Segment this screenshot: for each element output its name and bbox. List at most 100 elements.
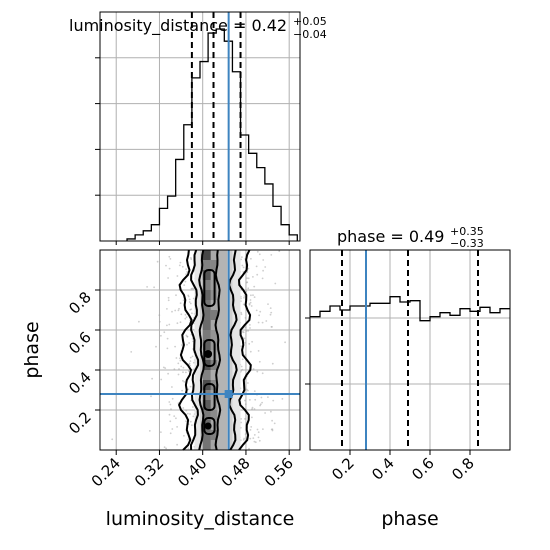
scatter-point (184, 313, 187, 316)
scatter-point (278, 250, 281, 253)
scatter-point (245, 330, 248, 332)
scatter-point (265, 320, 268, 322)
hist-bar-phase (450, 315, 460, 450)
hist-bar-phase (420, 321, 430, 450)
scatter-point (171, 310, 173, 313)
hist-bar-phase (440, 313, 450, 450)
scatter-point (160, 431, 162, 433)
title-distance-plus: +0.05 (293, 15, 327, 28)
scatter-point (247, 330, 250, 332)
scatter-point (169, 420, 172, 423)
density-cell (202, 280, 211, 290)
xtick-label-phase: 0.4 (368, 454, 398, 484)
scatter-point (167, 372, 170, 375)
hist-bar-phase (350, 306, 360, 450)
scatter-point (244, 341, 247, 344)
scatter-point (244, 399, 246, 402)
scatter-point (138, 320, 140, 323)
hist-bar-distance (216, 29, 224, 241)
ytick-label-phase: 0.4 (65, 368, 95, 398)
frame-2d-density (99, 249, 301, 451)
scatter-point (188, 362, 191, 365)
scatter-point (169, 403, 172, 406)
scatter-point (246, 388, 248, 391)
density-contour (178, 249, 193, 451)
scatter-point (262, 259, 265, 261)
xtick-label-phase: 0.2 (328, 454, 358, 484)
scatter-point (188, 298, 191, 301)
density-cell (202, 250, 211, 260)
xtick-label-distance: 0.48 (217, 454, 253, 490)
scatter-point (251, 416, 253, 419)
scatter-point (242, 303, 245, 306)
scatter-point (178, 307, 180, 310)
scatter-point (241, 368, 244, 371)
density-cell (202, 330, 211, 340)
scatter-point (252, 276, 254, 278)
scatter-point (179, 302, 182, 305)
density-contour (198, 249, 206, 451)
xtick-label-distance: 0.56 (261, 454, 297, 490)
scatter-point (168, 255, 171, 258)
scatter-point (182, 407, 185, 409)
density-cell (210, 310, 218, 320)
scatter-point (240, 345, 243, 348)
density-cell (210, 370, 218, 380)
scatter-point (253, 285, 256, 288)
scatter-point (252, 437, 255, 439)
scatter-point (181, 389, 184, 392)
scatter-point (247, 382, 249, 384)
density-cell (202, 410, 211, 420)
scatter-point (188, 342, 191, 344)
density-contour (189, 249, 200, 451)
scatter-point (244, 403, 247, 406)
scatter-point (249, 399, 251, 401)
scatter-point (270, 410, 272, 413)
scatter-point (166, 347, 169, 350)
scatter-point (267, 303, 269, 305)
scatter-point (188, 301, 191, 303)
hist-bar-phase (460, 309, 470, 450)
scatter-point (250, 294, 252, 297)
scatter-point (182, 371, 184, 373)
scatter-point (243, 296, 245, 299)
density-peak-dot (204, 422, 212, 430)
scatter-point (183, 434, 185, 437)
scatter-point (245, 290, 248, 293)
scatter-point (257, 321, 260, 324)
ytick-label-phase: 0.6 (65, 328, 95, 358)
scatter-point (173, 368, 176, 371)
scatter-point (186, 271, 189, 273)
density-cell (202, 400, 211, 410)
scatter-point (187, 438, 190, 441)
hist-bar-phase (500, 309, 510, 450)
scatter-point (240, 258, 243, 261)
hist-bar-distance (151, 225, 159, 241)
scatter-point (168, 401, 171, 403)
scatter-point (192, 415, 195, 418)
hist-bar-phase (490, 313, 500, 450)
scatter-point (171, 397, 174, 400)
density-cell (210, 430, 218, 440)
scatter-point (251, 340, 254, 343)
scatter-point (281, 398, 284, 400)
scatter-point (274, 282, 277, 285)
scatter-point (256, 370, 259, 373)
scatter-point (176, 322, 179, 325)
scatter-point (167, 277, 170, 279)
scatter-point (177, 309, 180, 312)
hist-bar-distance (200, 62, 208, 241)
density-cell (202, 270, 211, 280)
hist-bar-distance (208, 33, 216, 241)
scatter-point (176, 426, 179, 428)
scatter-point (189, 385, 192, 388)
scatter-point (247, 287, 250, 290)
scatter-point (185, 371, 187, 374)
scatter-point (249, 350, 252, 353)
scatter-point (193, 361, 195, 364)
density-contour-inner (203, 269, 216, 307)
hist-bar-phase (380, 303, 390, 450)
scatter-point (258, 360, 261, 363)
scatter-point (187, 294, 190, 297)
scatter-point (244, 433, 247, 435)
